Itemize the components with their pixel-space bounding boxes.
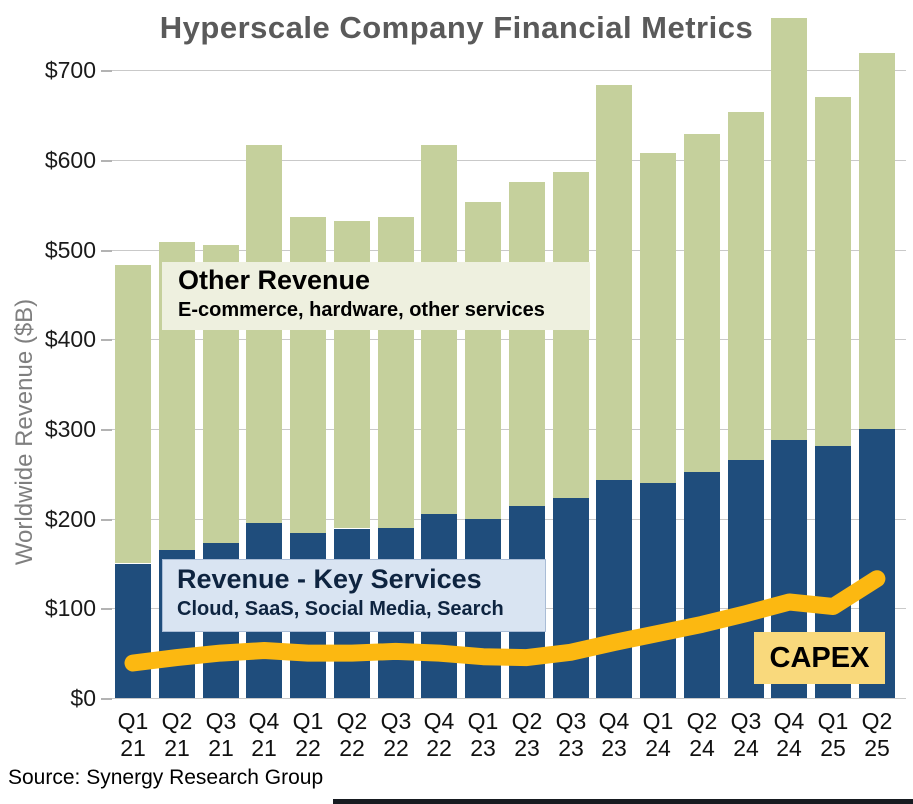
bar-other-revenue-segment [115,264,151,564]
y-tick-label: $100 [44,595,96,621]
y-tick-mark [101,160,112,162]
y-tick-mark [101,429,112,431]
legend-other-revenue: Other Revenue E-commerce, hardware, othe… [162,262,590,330]
chart-title: Hyperscale Company Financial Metrics [159,10,754,45]
bar-other-revenue-segment [596,84,632,481]
bar-other-revenue-segment [859,53,895,429]
legend-other-revenue-title: Other Revenue [178,265,371,295]
y-tick-mark [101,519,112,521]
y-tick-mark [101,608,112,610]
x-tick-label: Q3 21 [205,708,237,761]
x-tick-label: Q3 23 [555,708,587,761]
bar-other-revenue-segment [465,202,501,519]
y-tick-mark [101,339,112,341]
x-tick-label: Q2 23 [511,708,543,761]
legend-key-services-title: Revenue - Key Services [177,564,482,594]
x-tick-label: Q1 22 [292,708,324,761]
y-tick-label: $400 [44,326,96,352]
x-tick-label: Q4 23 [598,708,630,761]
bar-other-revenue-segment [509,182,545,506]
y-tick-label: $500 [44,237,96,263]
bar-other-revenue-segment [728,112,764,461]
x-tick-label: Q2 22 [336,708,368,761]
x-tick-label: Q1 24 [642,708,674,761]
bar-key-services-segment [115,563,151,699]
x-tick-label: Q1 21 [117,708,149,761]
y-tick-mark [101,698,112,700]
bar-key-services-segment [553,498,589,698]
bar-key-services-segment [640,482,676,698]
bar-key-services-segment [596,480,632,698]
bar-key-services-segment [684,472,720,698]
bar-other-revenue-segment [684,133,720,472]
source-text: Source: Synergy Research Group [8,766,324,789]
bar-other-revenue-segment [771,18,807,440]
legend-key-services: Revenue - Key Services Cloud, SaaS, Soci… [162,559,546,632]
gridline-0 [112,698,906,699]
x-tick-label: Q3 24 [730,708,762,761]
bar-other-revenue-segment [553,172,589,498]
x-tick-label: Q2 25 [861,708,893,761]
y-tick-label: $200 [44,506,96,532]
bar-other-revenue-segment [246,144,282,524]
x-tick-label: Q4 21 [248,708,280,761]
bar-other-revenue-segment [815,97,851,446]
gridline-600 [112,160,906,161]
x-tick-label: Q1 25 [817,708,849,761]
x-tick-label: Q2 21 [161,708,193,761]
gridline-700 [112,70,906,71]
x-tick-label: Q2 24 [686,708,718,761]
legend-capex: CAPEX [754,632,885,684]
y-tick-label: $300 [44,416,96,442]
x-tick-label: Q1 23 [467,708,499,761]
bar-other-revenue-segment [640,152,676,483]
legend-key-services-subtitle: Cloud, SaaS, Social Media, Search [177,598,504,620]
x-tick-label: Q4 22 [423,708,455,761]
y-tick-mark [101,70,112,72]
x-tick-label: Q3 22 [380,708,412,761]
legend-other-revenue-subtitle: E-commerce, hardware, other services [178,299,545,321]
y-tick-label: $0 [70,685,96,711]
x-tick-label: Q4 24 [773,708,805,761]
y-tick-label: $700 [44,57,96,83]
y-tick-label: $600 [44,147,96,173]
y-tick-mark [101,250,112,252]
bottom-edge-strip [333,799,913,804]
